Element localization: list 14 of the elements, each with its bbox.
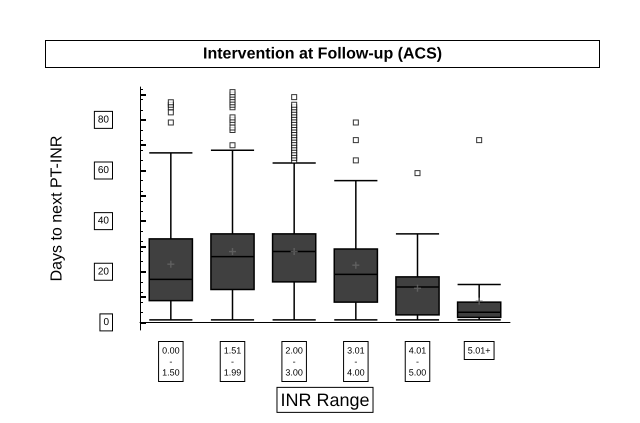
x-tick-label: 5.01+ <box>468 346 491 356</box>
x-tick-label: 4.01 - 5.00 <box>408 346 426 378</box>
x-tick-label: 1.51 - 1.99 <box>224 346 242 378</box>
x-tick-label: 3.01 - 4.00 <box>347 346 365 378</box>
x-tick-label: 2.00 - 3.00 <box>285 346 303 378</box>
x-axis-title: INR Range <box>280 390 370 410</box>
chart-title: Intervention at Follow-up (ACS) <box>203 46 442 62</box>
x-tick-label: 0.00 - 1.50 <box>162 346 180 378</box>
y-tick-label: 60 <box>98 165 110 176</box>
y-tick-label: 40 <box>98 216 110 227</box>
y-tick-label: 80 <box>98 114 110 126</box>
y-axis-title: Days to next PT-INR <box>48 136 66 282</box>
y-tick-label: 0 <box>103 316 110 328</box>
y-tick-label: 20 <box>98 266 110 278</box>
